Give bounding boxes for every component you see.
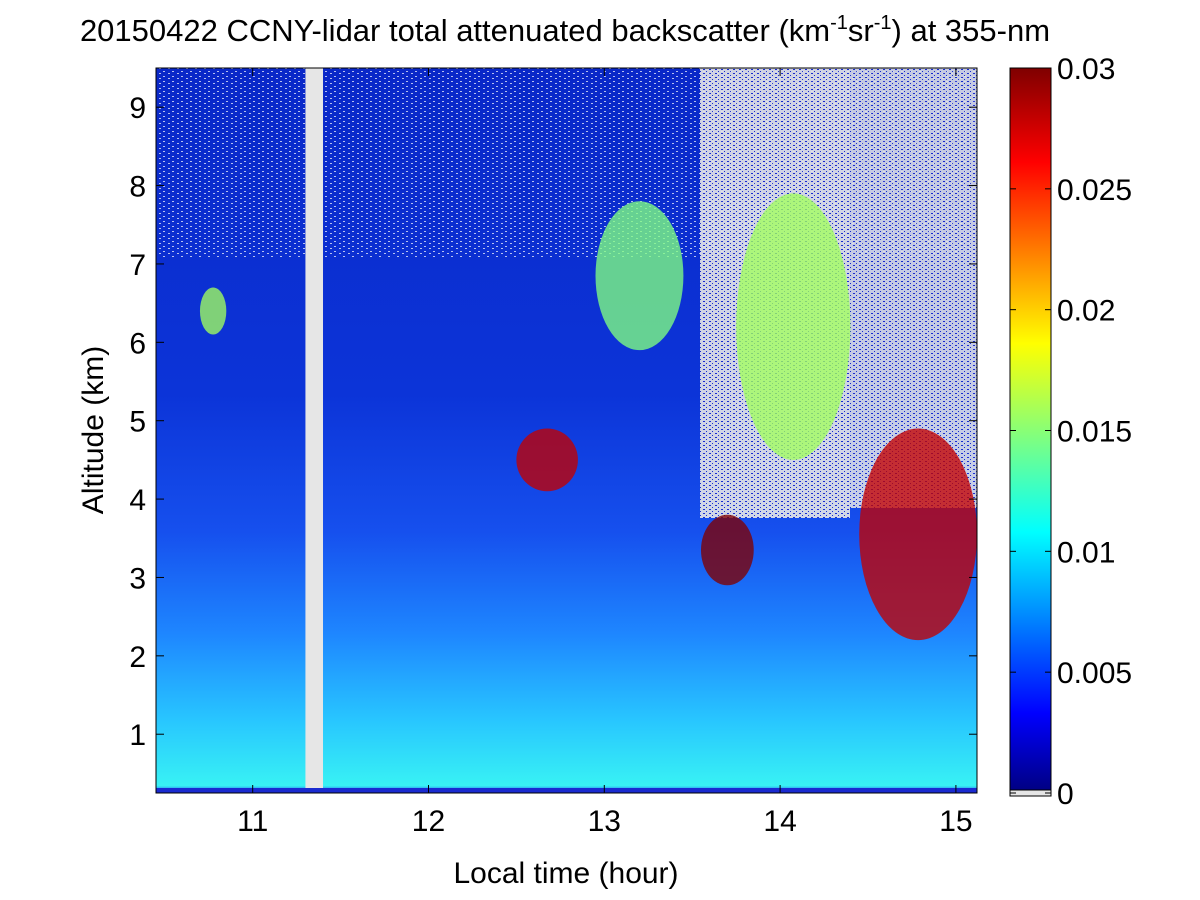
- y-tick-label: 5: [129, 406, 146, 439]
- colorbar-tick-label: 0.03: [1057, 53, 1115, 86]
- y-axis-label: Altitude (km): [77, 346, 110, 514]
- colorbar-tick-label: 0: [1057, 778, 1074, 811]
- colorbar-tick-label: 0.02: [1057, 295, 1115, 328]
- y-tick-label: 4: [129, 484, 146, 517]
- chart-title: 20150422 CCNY-lidar total attenuated bac…: [80, 12, 1050, 48]
- colorbar-tick-label: 0.025: [1057, 174, 1132, 207]
- y-tick-label: 3: [129, 562, 146, 595]
- aerosol-layer-2: [516, 428, 578, 492]
- aerosol-layer-5: [736, 193, 851, 460]
- colorbar-zero-swatch: [1009, 789, 1052, 797]
- ground-row: [156, 788, 977, 793]
- y-tick-label: 6: [129, 327, 146, 360]
- colorbar: 0 0.005 0.01 0.015 0.02 0.025 0.03: [1009, 53, 1132, 811]
- x-tick-label: 12: [412, 805, 445, 838]
- y-tick-label: 1: [129, 719, 146, 752]
- aerosol-layer-1: [199, 287, 227, 335]
- x-tick-label: 11: [237, 805, 268, 838]
- x-tick-label: 14: [763, 805, 796, 838]
- data-gap: [305, 68, 324, 793]
- y-tick-label: 9: [129, 92, 146, 125]
- aerosol-layer-6: [859, 428, 977, 641]
- plot-area: [156, 68, 977, 793]
- x-tick-label: 13: [588, 805, 621, 838]
- x-axis-label: Local time (hour): [453, 857, 678, 890]
- colorbar-gradient: [1009, 67, 1052, 794]
- x-tick-label: 15: [939, 805, 972, 838]
- colorbar-tick-label: 0.015: [1057, 416, 1132, 449]
- y-tick-label: 8: [129, 171, 146, 204]
- y-tick-label: 7: [129, 249, 146, 282]
- y-axis: 1 2 3 4 5 6 7 8 9: [129, 92, 977, 752]
- colorbar-tick-label: 0.01: [1057, 536, 1115, 569]
- aerosol-layer-4: [700, 514, 754, 586]
- y-tick-label: 2: [129, 641, 146, 674]
- aerosol-layer-3: [595, 201, 684, 351]
- plot-frame: [155, 67, 978, 794]
- x-axis: 11 12 13 14 15: [237, 68, 973, 838]
- colorbar-tick-label: 0.005: [1057, 657, 1132, 690]
